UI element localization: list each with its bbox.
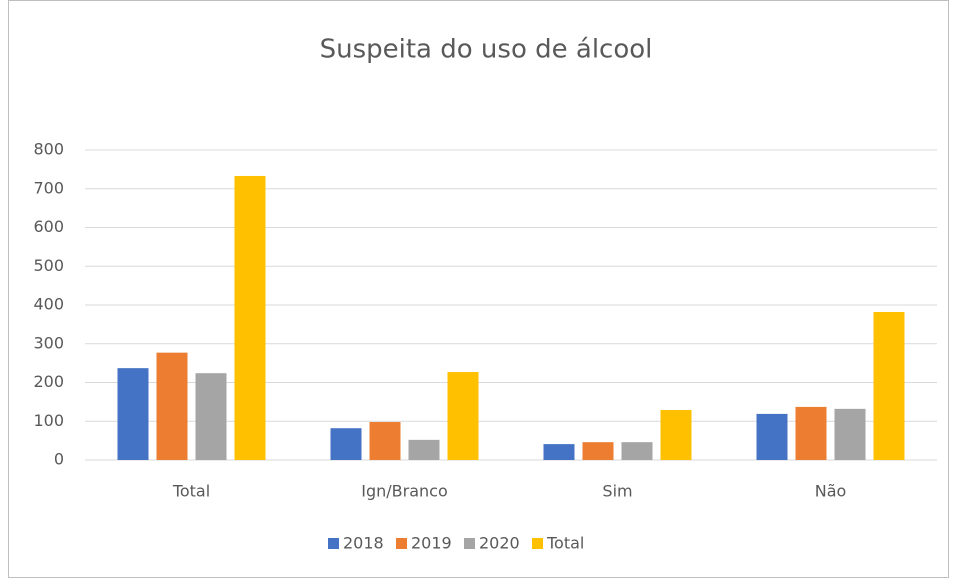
y-tick-label: 400 xyxy=(33,295,64,314)
legend-swatch xyxy=(396,538,407,549)
y-tick-label: 0 xyxy=(54,450,64,469)
y-tick-label: 500 xyxy=(33,256,64,275)
bar xyxy=(408,439,440,460)
x-tick-label: Sim xyxy=(602,482,632,501)
y-tick-label: 600 xyxy=(33,217,64,236)
x-tick-label: Não xyxy=(815,482,847,501)
bar xyxy=(369,422,401,460)
bar xyxy=(660,410,692,460)
legend-label: 2018 xyxy=(343,534,384,553)
legend-label: 2020 xyxy=(479,534,520,553)
chart-border xyxy=(8,0,949,578)
y-tick-label: 700 xyxy=(33,178,64,197)
bar xyxy=(195,373,227,460)
bar xyxy=(234,175,266,460)
x-tick-label: Total xyxy=(172,482,210,501)
x-tick-label: Ign/Branco xyxy=(361,482,448,501)
legend-label: 2019 xyxy=(411,534,452,553)
bar xyxy=(795,406,827,460)
bar xyxy=(447,372,479,460)
bar xyxy=(873,311,905,460)
y-tick-label: 100 xyxy=(33,411,64,430)
bar xyxy=(756,413,788,460)
bar xyxy=(156,352,188,460)
bar xyxy=(582,442,614,460)
y-tick-label: 200 xyxy=(33,372,64,391)
bar xyxy=(834,408,866,460)
chart-title: Suspeita do uso de álcool xyxy=(320,35,653,65)
bar xyxy=(117,368,149,460)
legend-label: Total xyxy=(546,534,584,553)
legend-swatch xyxy=(328,538,339,549)
bar xyxy=(621,442,653,460)
bar xyxy=(330,428,362,460)
legend-swatch xyxy=(464,538,475,549)
y-tick-label: 800 xyxy=(33,140,64,159)
bar xyxy=(543,444,575,460)
y-tick-label: 300 xyxy=(33,333,64,352)
legend-swatch xyxy=(532,538,543,549)
